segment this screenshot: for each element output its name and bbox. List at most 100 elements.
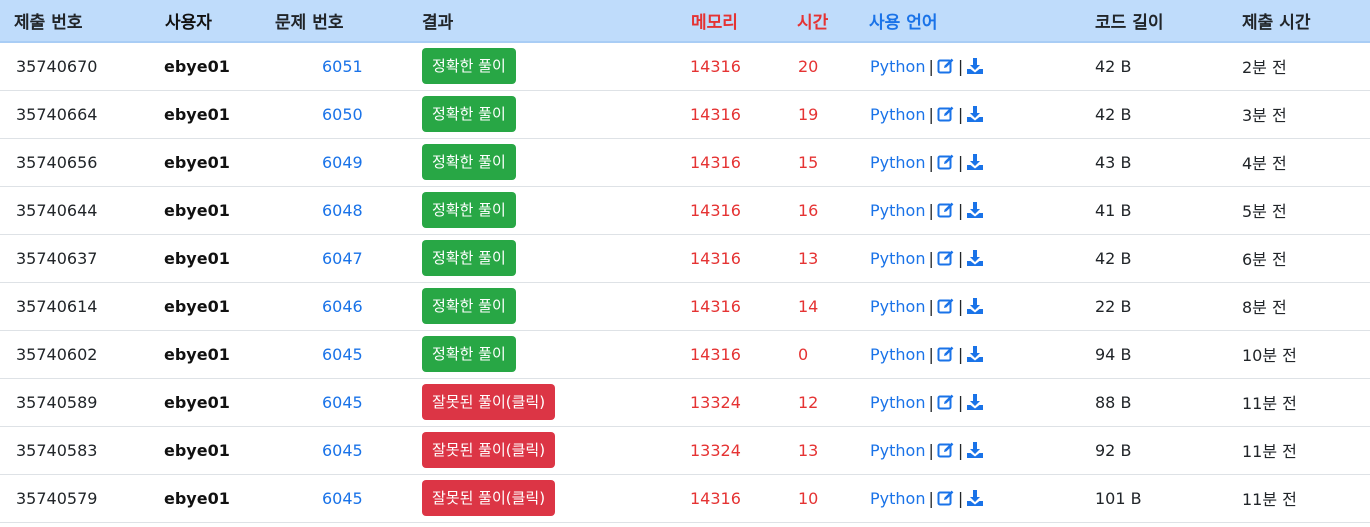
memory-value: 14316 — [690, 200, 741, 220]
problem-link[interactable]: 6045 — [322, 440, 363, 460]
user-name[interactable]: ebye01 — [164, 200, 230, 220]
submission-id: 35740644 — [16, 200, 98, 220]
memory-value: 14316 — [690, 296, 741, 316]
language-link[interactable]: Python — [870, 248, 926, 268]
user-name[interactable]: ebye01 — [164, 248, 230, 268]
result-badge[interactable]: 정확한 풀이 — [422, 336, 516, 372]
user-name[interactable]: ebye01 — [164, 56, 230, 76]
download-icon[interactable] — [966, 489, 984, 507]
download-icon[interactable] — [966, 345, 984, 363]
separator: | — [957, 344, 964, 364]
language-link[interactable]: Python — [870, 344, 926, 364]
result-cell: 잘못된 풀이(클릭) — [420, 474, 682, 522]
edit-icon[interactable] — [937, 393, 955, 411]
problem-link[interactable]: 6049 — [322, 152, 363, 172]
submitted-time: 11분 전 — [1242, 442, 1297, 461]
download-icon[interactable] — [966, 201, 984, 219]
language-cell: Python | | — [868, 234, 1095, 282]
problem-link[interactable]: 6048 — [322, 200, 363, 220]
header-submitted-time: 제출 시간 — [1242, 0, 1370, 43]
edit-icon[interactable] — [937, 249, 955, 267]
download-icon[interactable] — [966, 441, 984, 459]
language-cell: Python | | — [868, 186, 1095, 234]
result-badge[interactable]: 정확한 풀이 — [422, 192, 516, 228]
user-name[interactable]: ebye01 — [164, 296, 230, 316]
table-row: 35740579 ebye01 6045 잘못된 풀이(클릭) 14316 10… — [0, 474, 1370, 522]
edit-icon[interactable] — [937, 345, 955, 363]
result-badge[interactable]: 잘못된 풀이(클릭) — [422, 384, 556, 420]
download-icon[interactable] — [966, 297, 984, 315]
problem-link[interactable]: 6047 — [322, 248, 363, 268]
separator: | — [957, 488, 964, 508]
code-length: 92 B — [1095, 440, 1132, 460]
download-icon[interactable] — [966, 105, 984, 123]
result-badge[interactable]: 잘못된 풀이(클릭) — [422, 480, 556, 516]
problem-link[interactable]: 6045 — [322, 488, 363, 508]
problem-cell: 6045 — [274, 378, 420, 426]
result-cell: 잘못된 풀이(클릭) — [420, 426, 682, 474]
edit-icon[interactable] — [937, 57, 955, 75]
memory-value: 13324 — [690, 392, 741, 412]
result-cell: 정확한 풀이 — [420, 282, 682, 330]
result-badge[interactable]: 정확한 풀이 — [422, 144, 516, 180]
problem-link[interactable]: 6045 — [322, 344, 363, 364]
language-link[interactable]: Python — [870, 56, 926, 76]
result-badge[interactable]: 정확한 풀이 — [422, 48, 516, 85]
header-problem: 문제 번호 — [274, 0, 420, 43]
user-name[interactable]: ebye01 — [164, 392, 230, 412]
user-name[interactable]: ebye01 — [164, 104, 230, 124]
problem-link[interactable]: 6045 — [322, 392, 363, 412]
result-badge[interactable]: 정확한 풀이 — [422, 96, 516, 132]
language-link[interactable]: Python — [870, 296, 926, 316]
submission-id: 35740637 — [16, 248, 98, 268]
table-row: 35740664 ebye01 6050 정확한 풀이 14316 19 Pyt… — [0, 90, 1370, 138]
result-badge[interactable]: 정확한 풀이 — [422, 240, 516, 276]
submission-id: 35740664 — [16, 104, 98, 124]
problem-cell: 6048 — [274, 186, 420, 234]
separator: | — [928, 104, 934, 124]
user-name[interactable]: ebye01 — [164, 440, 230, 460]
problem-cell: 6046 — [274, 282, 420, 330]
edit-icon[interactable] — [937, 297, 955, 315]
result-badge[interactable]: 잘못된 풀이(클릭) — [422, 432, 556, 468]
user-name[interactable]: ebye01 — [164, 488, 230, 508]
user-name[interactable]: ebye01 — [164, 344, 230, 364]
language-link[interactable]: Python — [870, 488, 926, 508]
edit-icon[interactable] — [937, 201, 955, 219]
download-icon[interactable] — [966, 393, 984, 411]
language-link[interactable]: Python — [870, 200, 926, 220]
edit-icon[interactable] — [937, 105, 955, 123]
separator: | — [957, 152, 964, 172]
result-badge[interactable]: 정확한 풀이 — [422, 288, 516, 324]
result-cell: 정확한 풀이 — [420, 330, 682, 378]
submitted-time: 2분 전 — [1242, 58, 1287, 78]
problem-link[interactable]: 6051 — [322, 56, 363, 76]
separator: | — [928, 488, 934, 508]
language-link[interactable]: Python — [870, 152, 926, 172]
result-cell: 정확한 풀이 — [420, 42, 682, 90]
separator: | — [928, 248, 934, 268]
download-icon[interactable] — [966, 249, 984, 267]
edit-icon[interactable] — [937, 441, 955, 459]
memory-value: 14316 — [690, 248, 741, 268]
language-link[interactable]: Python — [870, 392, 926, 412]
language-link[interactable]: Python — [870, 440, 926, 460]
edit-icon[interactable] — [937, 489, 955, 507]
table-body: 35740670 ebye01 6051 정확한 풀이 14316 20 Pyt… — [0, 42, 1370, 522]
language-link[interactable]: Python — [870, 104, 926, 124]
result-cell: 잘못된 풀이(클릭) — [420, 378, 682, 426]
memory-value: 14316 — [690, 344, 741, 364]
time-value: 16 — [798, 200, 819, 220]
submitted-time: 11분 전 — [1242, 394, 1297, 413]
edit-icon[interactable] — [937, 153, 955, 171]
user-name[interactable]: ebye01 — [164, 152, 230, 172]
download-icon[interactable] — [966, 153, 984, 171]
separator: | — [928, 344, 934, 364]
language-cell: Python | | — [868, 426, 1095, 474]
problem-link[interactable]: 6046 — [322, 296, 363, 316]
time-value: 12 — [798, 392, 819, 412]
download-icon[interactable] — [966, 57, 984, 75]
code-length: 94 B — [1095, 344, 1132, 364]
problem-link[interactable]: 6050 — [322, 104, 363, 124]
